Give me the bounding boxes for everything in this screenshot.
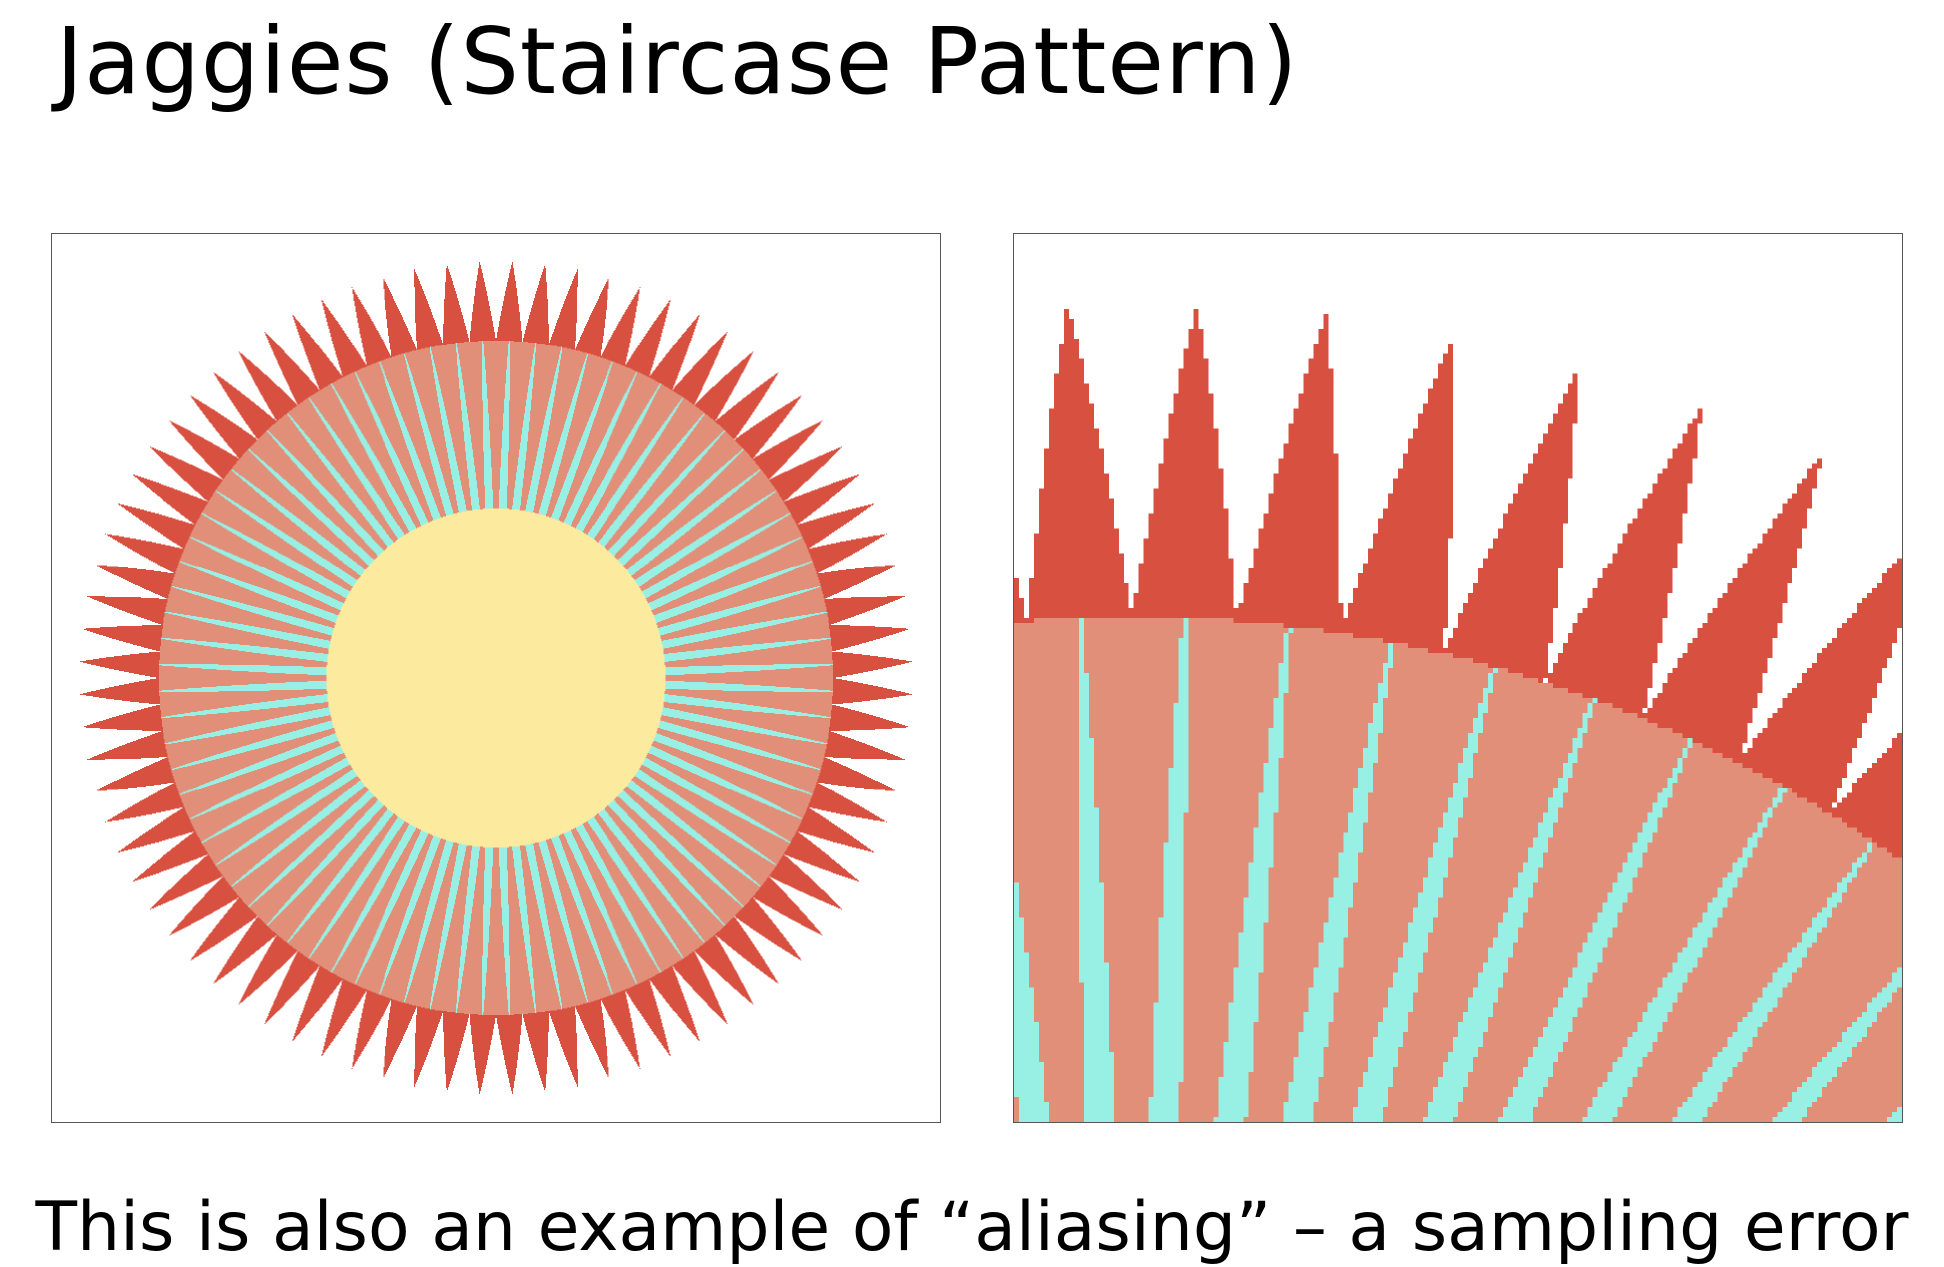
slide-title: Jaggies (Staircase Pattern) (56, 8, 1299, 115)
sunburst-full-image (51, 233, 941, 1123)
slide-caption: This is also an example of “aliasing” – … (35, 1188, 1909, 1267)
sunburst-zoomed-canvas (1014, 234, 1902, 1122)
sunburst-zoomed-image (1013, 233, 1903, 1123)
sunburst-full-canvas (52, 234, 940, 1122)
